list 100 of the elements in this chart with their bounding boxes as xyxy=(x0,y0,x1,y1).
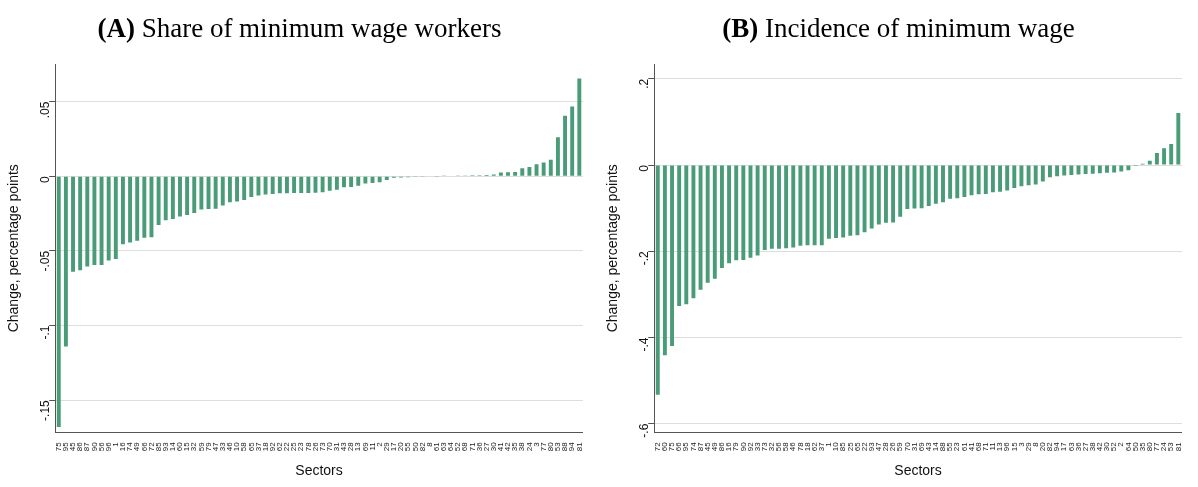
x-tick-label: 78 xyxy=(795,441,805,452)
x-tick-label: 63 xyxy=(439,441,449,452)
y-tick-label: .2 xyxy=(636,78,651,89)
x-tick-label: 64 xyxy=(446,441,456,452)
x-tick-label: 29 xyxy=(1023,441,1033,452)
x-tick-label: 49 xyxy=(710,441,720,452)
x-tick-label: 17 xyxy=(1059,441,1069,452)
x-tick-label: 94 xyxy=(567,441,577,452)
x-axis-title: Sectors xyxy=(894,462,942,479)
x-tick-label: 50 xyxy=(410,441,420,452)
x-tick-label: 77 xyxy=(538,441,548,452)
x-tick-label: 60 xyxy=(175,441,185,452)
x-tick-label: 10 xyxy=(831,441,841,452)
x-tick-label: 69 xyxy=(916,441,926,452)
x-tick-label: 56 xyxy=(774,441,784,452)
x-tick-label: 55 xyxy=(945,441,955,452)
x-tick-label: 85 xyxy=(838,441,848,452)
y-tick-label: .05 xyxy=(37,101,52,119)
x-tick-label: 10 xyxy=(232,441,242,452)
x-tick-label: 74 xyxy=(125,441,135,452)
x-tick-label: 13 xyxy=(995,441,1005,452)
x-tick-label: 46 xyxy=(225,441,235,452)
x-tick-label: 78 xyxy=(303,441,313,452)
x-tick-label: 92 xyxy=(267,441,277,452)
x-tick-label: 16 xyxy=(118,441,128,452)
x-tick-label: 79 xyxy=(203,441,213,452)
x-tick-label: 71 xyxy=(467,441,477,452)
x-tick-label: 15 xyxy=(1009,441,1019,452)
x-tick-label: 43 xyxy=(339,441,349,452)
x-tick-label: 36 xyxy=(1073,441,1083,452)
x-tick-label: 28 xyxy=(881,441,891,452)
y-tick-label: -.15 xyxy=(37,399,52,421)
x-tick-label: 61 xyxy=(959,441,969,452)
x-tick-label: 94 xyxy=(1052,441,1062,452)
x-tick-label: 11 xyxy=(988,441,998,451)
chart-title: (B) Incidence of minimum wage xyxy=(721,12,1076,45)
x-tick-label: 63 xyxy=(1066,441,1076,452)
x-tick-label: 64 xyxy=(1123,441,1133,452)
x-tick-label: 14 xyxy=(931,441,941,452)
x-tick-label: 86 xyxy=(717,441,727,452)
x-tick-label: 33 xyxy=(752,441,762,452)
x-tick-label: 11 xyxy=(367,441,377,451)
y-axis-title: Change, percentage points xyxy=(604,164,621,333)
x-tick-label: 47 xyxy=(210,441,220,452)
x-tick-label: 16 xyxy=(724,441,734,452)
x-tick-label: 18 xyxy=(802,441,812,452)
x-tick-label: 96 xyxy=(103,441,113,452)
x-tick-label: 88 xyxy=(560,441,570,452)
x-tick-label: 1 xyxy=(824,441,834,447)
x-tick-label: 80 xyxy=(1145,441,1154,452)
x-tick-label: 86 xyxy=(75,441,85,452)
x-tick-label: 25 xyxy=(289,441,299,452)
y-tick-label: -.1 xyxy=(37,325,52,340)
x-tick-label: 65 xyxy=(852,441,862,452)
x-tick-label: 45 xyxy=(702,441,712,452)
y-tick-label: 0 xyxy=(37,175,52,183)
x-tick-label: 41 xyxy=(966,441,976,452)
x-tick-label: 95 xyxy=(61,441,71,452)
x-tick-label: 2 xyxy=(1116,441,1126,447)
x-tick-label: 37 xyxy=(253,441,263,452)
x-tick-label: 74 xyxy=(688,441,698,452)
x-tick-label: 26 xyxy=(888,441,898,452)
x-tick-label: 31 xyxy=(909,441,919,452)
x-tick-label: 8 xyxy=(1030,441,1040,447)
x-tick-label: 93 xyxy=(160,441,170,452)
x-tick-label: 22 xyxy=(282,441,292,452)
x-tick-label: 96 xyxy=(1002,441,1012,452)
x-tick-label: 42 xyxy=(1095,441,1105,452)
x-tick-label: 53 xyxy=(553,441,563,452)
x-tick-label: 20 xyxy=(396,441,406,452)
x-tick-label: 35 xyxy=(510,441,520,452)
x-tick-label: 27 xyxy=(481,441,491,452)
x-tick-label: 55 xyxy=(403,441,413,452)
x-tick-label: 43 xyxy=(923,441,933,452)
x-tick-label: 30 xyxy=(488,441,498,452)
x-tick-label: 32 xyxy=(767,441,777,452)
x-tick-label: 29 xyxy=(381,441,391,452)
x-tick-label: 22 xyxy=(859,441,869,452)
x-tick-label: 53 xyxy=(1166,441,1176,452)
x-tick-label: 17 xyxy=(389,441,399,452)
x-tick-label: 59 xyxy=(196,441,206,452)
x-tick-label: 52 xyxy=(1109,441,1119,452)
x-tick-label: 20 xyxy=(1038,441,1048,452)
x-tick-label: 28 xyxy=(346,441,356,452)
x-tick-label: 8 xyxy=(424,441,434,447)
y-tick-label: -.6 xyxy=(636,423,651,438)
x-tick-label: 31 xyxy=(332,441,342,452)
x-tick-label: 87 xyxy=(82,441,92,452)
x-tick-label: 68 xyxy=(460,441,470,452)
x-tick-label: 38 xyxy=(1087,441,1097,452)
x-tick-label: 65 xyxy=(246,441,256,452)
x-tick-label: 82 xyxy=(1045,441,1055,452)
x-tick-label: 81 xyxy=(574,441,584,452)
x-tick-label: 82 xyxy=(417,441,427,452)
x-tick-label: 68 xyxy=(973,441,983,452)
x-tick-label: 85 xyxy=(153,441,163,452)
x-axis-title: Sectors xyxy=(295,462,343,479)
x-tick-label: 58 xyxy=(781,441,791,452)
x-tick-label: 24 xyxy=(524,441,534,452)
x-tick-label: 62 xyxy=(275,441,285,452)
